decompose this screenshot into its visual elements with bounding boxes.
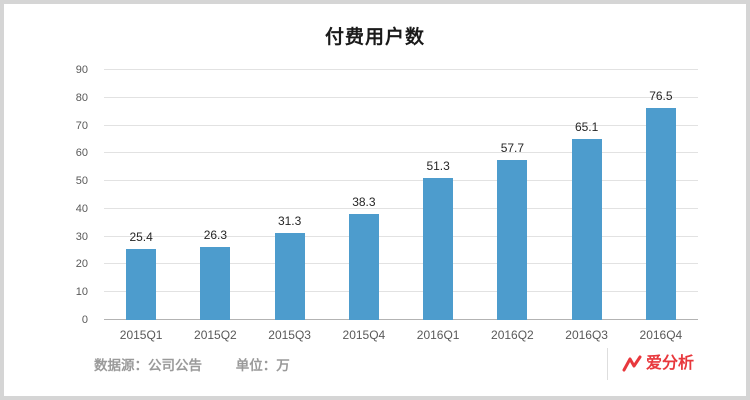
y-tick-label: 40 [75,202,88,215]
bar-value-label: 31.3 [277,214,302,229]
bar [126,249,157,320]
bar-value-label: 65.1 [574,120,599,135]
gridline [104,207,698,209]
bar [348,213,379,320]
brand-logo: 爱分析 [606,348,694,380]
bar-value-label: 26.3 [203,227,228,242]
y-tick-label: 30 [75,230,88,243]
gridline [104,152,698,154]
logo-text: 爱分析 [645,355,694,373]
x-tick-label: 2015Q4 [342,328,386,342]
gridline [104,235,698,237]
x-tick-label: 2015Q2 [194,328,237,342]
bar [497,159,528,320]
bar-column: 57.7 [475,70,549,320]
footer-divider [606,348,608,380]
bar-column: 31.3 [253,70,327,320]
bar [645,107,676,320]
bar [200,246,231,320]
y-axis-labels: 0 10 20 30 40 50 60 70 80 90 [4,64,96,326]
bar-value-label: 38.3 [352,194,376,209]
bar-value-label: 57.7 [500,140,525,155]
bar [423,177,454,320]
data-source-label: 数据源：公司公告 [94,358,202,373]
x-axis-labels: 2015Q1 2015Q2 2015Q3 2015Q4 2016Q1 2016Q2 2016… [104,328,698,342]
bar-column: 38.3 [327,70,401,320]
y-tick-label: 50 [75,175,88,188]
x-axis-line [104,319,698,320]
y-tick-label: 60 [75,147,88,160]
y-tick-label: 20 [75,258,88,271]
bar-value-label: 51.3 [426,158,450,173]
plot-area: 25.4 26.3 31.3 38.3 51.3 57.7 65.1 76.5 [104,69,698,320]
y-tick-label: 80 [75,91,88,104]
bar [571,139,602,320]
x-tick-label: 2016Q3 [565,328,608,342]
bar-series: 25.4 26.3 31.3 38.3 51.3 57.7 65.1 76.5 [104,70,698,320]
x-tick-label: 2016Q2 [491,328,534,342]
x-tick-label: 2015Q1 [119,328,163,342]
bar-column: 25.4 [104,70,178,320]
y-tick-label: 70 [75,119,88,132]
gridline [104,263,698,265]
y-tick-label: 10 [75,286,88,299]
unit-label: 单位：万 [235,358,290,373]
y-tick-label: 90 [75,64,88,76]
x-tick-label: 2016Q1 [416,328,460,342]
gridline [104,180,698,182]
gridline [104,96,698,98]
x-tick-label: 2016Q4 [639,328,683,342]
gridline [104,69,698,70]
gridline [104,124,698,126]
x-tick-label: 2015Q3 [268,328,311,342]
gridline [104,291,698,293]
bar-column: 65.1 [550,70,624,320]
bar-column: 26.3 [178,70,252,320]
bar [274,233,305,320]
bar-value-label: 76.5 [649,88,673,103]
footer-source-note: 数据源：公司公告 单位：万 [94,354,290,374]
chart-title: 付费用户数 [324,27,425,48]
bar-column: 51.3 [401,70,475,320]
ifenxi-logo-icon [622,355,642,372]
y-tick-label: 0 [81,314,88,326]
bar-column: 76.5 [624,70,698,320]
bar-value-label: 25.4 [129,230,153,245]
